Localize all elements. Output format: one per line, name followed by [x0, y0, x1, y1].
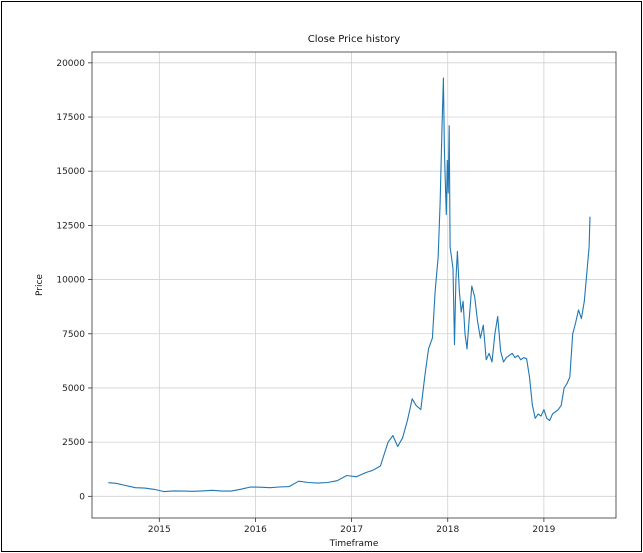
chart-title: Close Price history — [308, 34, 400, 45]
y-tick-label: 7500 — [62, 330, 85, 340]
y-tick-label: 2500 — [62, 438, 85, 448]
x-tick-label: 2018 — [436, 525, 459, 535]
y-tick-label: 15000 — [56, 167, 85, 177]
x-tick-label: 2019 — [532, 525, 555, 535]
gridlines — [92, 52, 616, 518]
axis-ticks: 2015 2016 2017 2018 2019 0 2500 5000 7500 10000 12… — [56, 59, 555, 535]
x-tick-label: 2016 — [244, 525, 267, 535]
x-axis-label: Timeframe — [329, 539, 379, 549]
y-tick-label: 0 — [79, 492, 85, 502]
y-tick-label: 12500 — [56, 221, 85, 231]
y-tick-label: 20000 — [56, 59, 85, 69]
x-tick-label: 2017 — [340, 525, 363, 535]
y-tick-label: 5000 — [62, 384, 85, 394]
y-axis-label: Price — [35, 274, 45, 296]
x-tick-label: 2015 — [148, 525, 171, 535]
y-tick-label: 17500 — [56, 113, 85, 123]
price-series-line — [108, 77, 591, 493]
plot-area — [91, 51, 617, 519]
y-tick-label: 10000 — [56, 276, 85, 286]
